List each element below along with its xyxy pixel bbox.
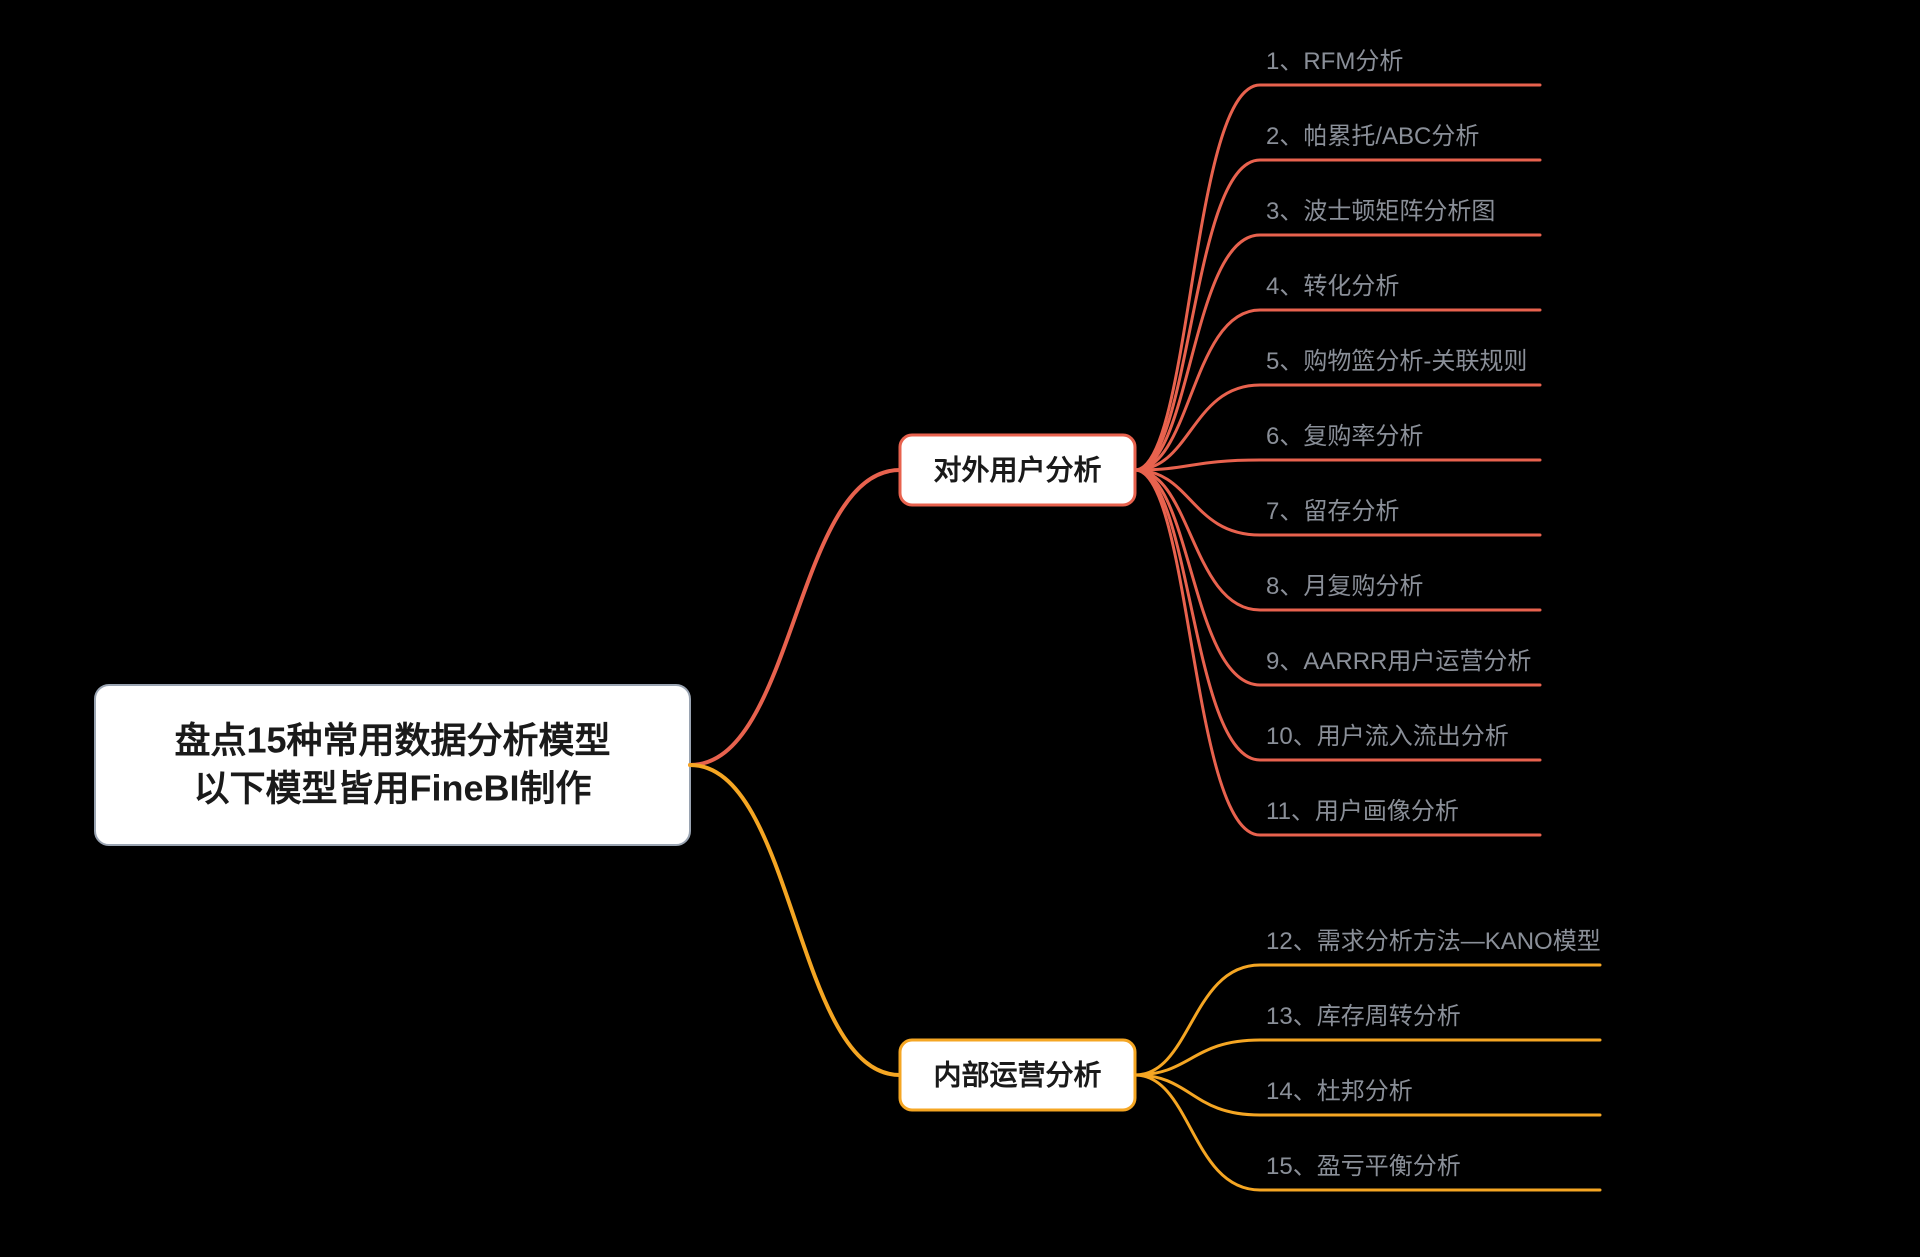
leaf-label-external-5: 6、复购率分析: [1266, 423, 1423, 450]
connector-root-to-internal: [690, 765, 900, 1075]
leaf-label-external-4: 5、购物篮分析-关联规则: [1266, 348, 1527, 375]
leaf-label-internal-0: 12、需求分析方法—KANO模型: [1266, 928, 1601, 955]
mindmap-svg: 盘点15种常用数据分析模型以下模型皆用FineBI制作 对外用户分析 1、RFM分析…: [0, 0, 1920, 1257]
root-title-line1: 盘点15种常用数据分析模型: [174, 720, 610, 761]
connector-leaf-external-5: [1135, 460, 1540, 470]
connector-leaf-internal-1: [1135, 1040, 1600, 1075]
leaf-label-internal-3: 15、盈亏平衡分析: [1266, 1153, 1461, 1180]
leaf-label-external-1: 2、帕累托/ABC分析: [1266, 123, 1479, 150]
leaf-label-external-9: 10、用户流入流出分析: [1266, 723, 1509, 750]
leaf-label-external-2: 3、波士顿矩阵分析图: [1266, 198, 1495, 225]
leaf-label-external-3: 4、转化分析: [1266, 273, 1399, 300]
leaf-label-external-10: 11、用户画像分析: [1266, 798, 1459, 825]
branch-label-external: 对外用户分析: [933, 453, 1101, 485]
branch-label-internal: 内部运营分析: [933, 1059, 1101, 1090]
leaf-label-external-6: 7、留存分析: [1266, 498, 1399, 525]
leaf-label-external-8: 9、AARRR用户运营分析: [1266, 648, 1531, 675]
connector-root-to-external: [690, 470, 900, 765]
root-node: [95, 685, 690, 845]
leaf-label-external-7: 8、月复购分析: [1266, 573, 1423, 600]
leaf-label-external-0: 1、RFM分析: [1266, 48, 1403, 75]
root-title-line2: 以下模型皆用FineBI制作: [193, 768, 591, 809]
leaf-label-internal-1: 13、库存周转分析: [1266, 1003, 1461, 1030]
leaf-label-internal-2: 14、杜邦分析: [1266, 1078, 1413, 1105]
